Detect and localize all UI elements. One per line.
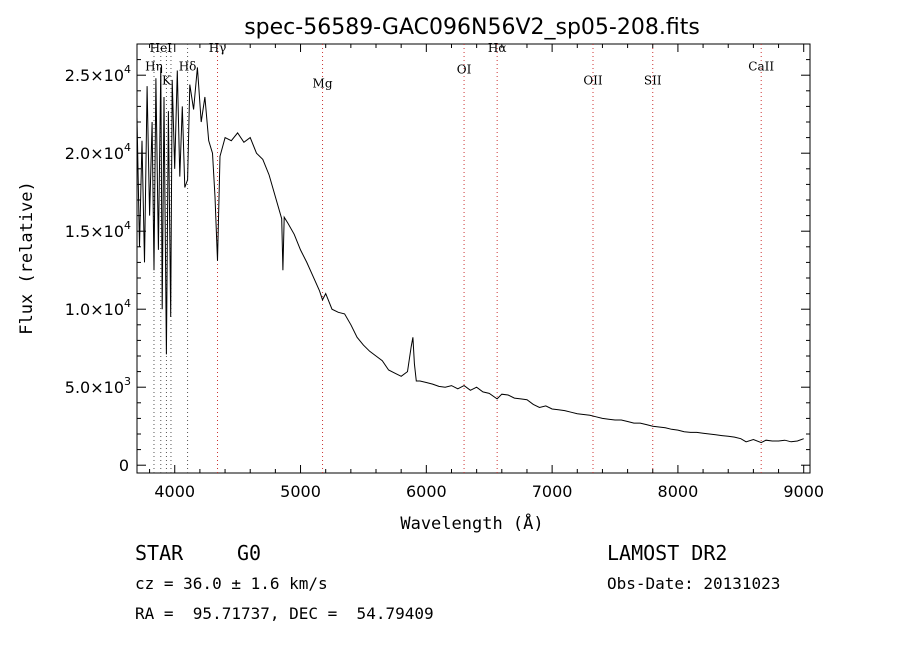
y-tick-label-5: 2.5×104 (65, 63, 131, 85)
line-label-9: OII (583, 74, 603, 88)
spectral-line-markers (153, 44, 762, 473)
x-tick-label-2: 6000 (406, 482, 447, 501)
y-tick-label-1: 5.0×103 (65, 375, 131, 397)
y-axis-label: Flux (relative) (17, 181, 37, 335)
x-axis-label: Wavelength (Å) (400, 512, 543, 534)
chart-title: spec-56589-GAC096N56V2_sp05-208.fits (244, 15, 700, 40)
spectrum-series-line (136, 67, 804, 444)
y-tick-label-4: 2.0×104 (65, 141, 131, 163)
line-label-5: Hγ (209, 41, 227, 55)
x-tick-label-0: 4000 (154, 482, 195, 501)
line-label-4: Hδ (179, 60, 197, 74)
line-label-11: CaII (748, 60, 774, 74)
line-label-8: Hα (488, 41, 507, 55)
object-subclass: G0 (237, 541, 262, 565)
x-tick-label-3: 7000 (532, 482, 573, 501)
observation-date: Obs-Date: 20131023 (607, 574, 781, 593)
object-class: STAR (135, 541, 184, 565)
line-label-6: Mg (313, 77, 333, 91)
y-tick-label-0: 0 (119, 456, 129, 475)
x-tick-label-5: 9000 (783, 482, 824, 501)
redshift-velocity: cz = 36.0 ± 1.6 km/s (135, 574, 328, 593)
plot-frame (136, 43, 811, 474)
x-axis: 4000 5000 6000 7000 8000 9000 (149, 44, 824, 501)
line-label-1: Hη (145, 60, 163, 74)
x-tick-label-4: 8000 (658, 482, 699, 501)
line-label-0: HeI (150, 41, 173, 55)
line-label-7: OI (457, 63, 472, 77)
survey-name: LAMOST DR2 (607, 541, 728, 565)
line-label-10: SII (644, 74, 662, 88)
y-tick-label-2: 1.0×104 (65, 297, 131, 319)
y-tick-label-3: 1.5×104 (65, 219, 131, 241)
line-label-2: K (162, 74, 172, 88)
sky-coordinates: RA = 95.71737, DEC = 54.79409 (135, 604, 434, 623)
y-axis: 0 5.0×103 1.0×104 1.5×104 2.0×104 2.5×104 (65, 59, 810, 475)
x-tick-label-1: 5000 (280, 482, 321, 501)
spectral-line-labels: HeI HηK Hδ Hγ Mg OI Hα OII SII CaII (145, 41, 774, 91)
